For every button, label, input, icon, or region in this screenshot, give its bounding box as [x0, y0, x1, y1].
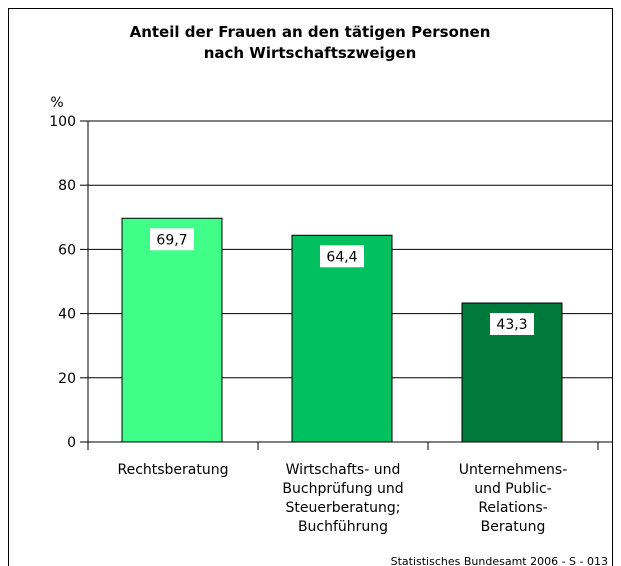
y-tick-label: 80	[58, 178, 76, 194]
x-tick-label: Rechtsberatung	[117, 462, 228, 478]
value-label: 43,3	[496, 317, 527, 333]
y-tick-label: 60	[58, 242, 76, 258]
x-tick-label: Buchprüfung und	[282, 481, 403, 497]
x-tick-label: Steuerberatung;	[286, 500, 401, 516]
x-tick-label: und Public-	[474, 481, 552, 497]
value-label-box	[320, 245, 364, 268]
value-label: 69,7	[156, 232, 187, 248]
x-tick-label: Unternehmens-	[459, 462, 568, 478]
value-label-box	[150, 228, 194, 251]
x-tick-label: Buchführung	[298, 519, 388, 535]
chart-title: nach Wirtschaftszweigen	[204, 44, 417, 62]
source: Statistisches Bundesamt 2006 - S - 013	[391, 555, 608, 566]
value-label-box	[490, 313, 534, 336]
value-label: 64,4	[326, 249, 357, 265]
y-tick-label: 100	[49, 114, 76, 130]
x-tick-label: Relations-	[478, 500, 547, 516]
frame	[8, 8, 613, 566]
chart-title: Anteil der Frauen an den tätigen Persone…	[130, 23, 491, 41]
y-axis-label: %	[50, 95, 63, 111]
x-tick-label: Wirtschafts- und	[286, 462, 401, 478]
bar	[291, 234, 393, 443]
y-tick-label: 0	[67, 435, 76, 451]
y-tick-label: 40	[58, 307, 76, 323]
y-tick-label: 20	[58, 371, 76, 387]
bar	[121, 217, 223, 443]
x-tick-label: Beratung	[481, 519, 546, 535]
